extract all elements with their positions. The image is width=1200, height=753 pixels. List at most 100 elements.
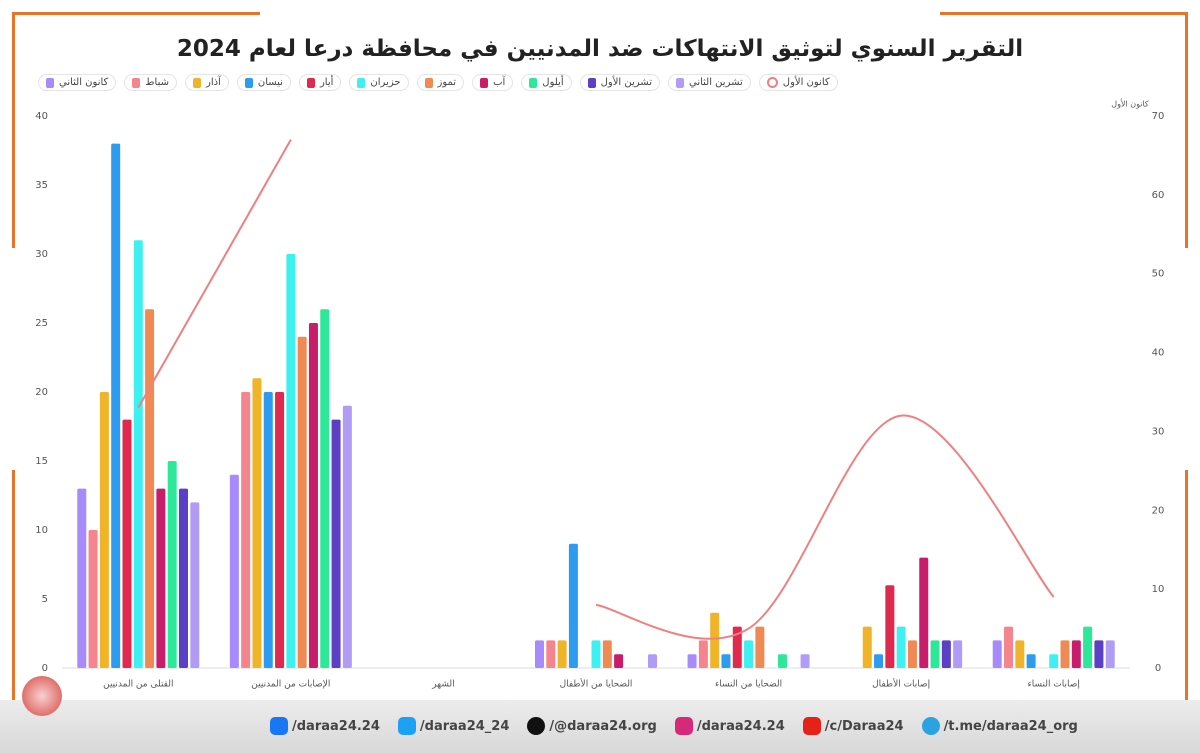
legend-label: تشرين الثاني [688, 77, 743, 88]
legend-item[interactable]: كانون الأول [758, 74, 838, 91]
bar [178, 488, 188, 668]
legend-label: آذار [206, 77, 221, 88]
legend-label: أيلول [542, 77, 564, 88]
legend-item[interactable]: تشرين الأول [579, 74, 660, 91]
legend-item[interactable]: تموز [416, 74, 465, 91]
bar [331, 419, 341, 668]
bar [698, 640, 708, 668]
y2-tick-label: 0 [1155, 663, 1161, 674]
bar [99, 392, 109, 668]
y2-tick-label: 50 [1152, 269, 1165, 280]
legend: كانون الثاني شباط آذار نيسان أيار حزيران تموز آ… [38, 74, 838, 91]
bar [687, 654, 697, 668]
bar [732, 626, 742, 668]
bar [1105, 640, 1115, 668]
y-tick-label: 40 [35, 111, 48, 122]
legend-label: حزيران [370, 77, 401, 88]
bar [111, 143, 121, 669]
link[interactable]: /daraa24_24 [397, 717, 510, 735]
bar [77, 488, 87, 668]
bar [297, 336, 307, 668]
legend-swatch [46, 77, 54, 88]
legend-item[interactable]: نيسان [236, 74, 291, 91]
bar [546, 640, 556, 668]
x-tick-label: الشهر [431, 680, 454, 690]
legend-swatch [766, 77, 778, 88]
legend-label: تشرين الأول [600, 77, 652, 88]
bar [308, 323, 318, 668]
bar [252, 378, 262, 668]
y-tick-label: 25 [35, 318, 48, 329]
legend-item[interactable]: كانون الثاني [38, 74, 117, 91]
bar [919, 557, 929, 668]
bar [710, 612, 720, 668]
bar [1083, 626, 1093, 668]
link[interactable]: /c/Daraa24 [802, 717, 904, 735]
x-tick-label: القتلى من المدنيين [103, 680, 173, 690]
link[interactable]: /@daraa24.org [527, 717, 657, 735]
link[interactable]: /t.me/daraa24_org [921, 717, 1078, 735]
bar [133, 240, 143, 668]
bar [885, 585, 895, 668]
link[interactable]: /daraa24.24 [674, 717, 785, 735]
legend-item[interactable]: آذار [185, 74, 229, 91]
bar [145, 309, 155, 668]
bar [907, 640, 917, 668]
bar [777, 654, 787, 668]
bar [286, 254, 296, 668]
chart: كانون الأول 0 5 10 15 20 25 30 35 40 0 10 20 30 40 50 6… [35, 99, 1165, 690]
bar [320, 309, 330, 668]
bar [1015, 640, 1025, 668]
bar [591, 640, 601, 668]
bar [992, 640, 1002, 668]
legend-label: أيار [319, 77, 334, 88]
bar [156, 488, 166, 668]
y-tick-label: 20 [35, 387, 48, 398]
bar [602, 640, 612, 668]
bar [88, 530, 98, 668]
legend-item[interactable]: آب [472, 74, 514, 91]
bar [941, 640, 951, 668]
y2-tick-label: 30 [1152, 426, 1165, 437]
legend-swatch [193, 77, 201, 88]
link-text: /daraa24_24 [419, 718, 510, 734]
legend-item[interactable]: أيار [298, 74, 342, 91]
bar [241, 392, 251, 668]
legend-item[interactable]: حزيران [349, 74, 409, 91]
bar [275, 392, 285, 668]
legend-label: شباط [145, 77, 169, 88]
bar [874, 654, 884, 668]
bar [122, 419, 132, 668]
legend-label: كانون الأول [782, 77, 830, 88]
bar [557, 640, 567, 668]
logo [22, 676, 62, 716]
link-text: /daraa24.24 [292, 718, 380, 734]
bar [1004, 626, 1014, 668]
legend-item[interactable]: تشرين الثاني [667, 74, 751, 91]
link-text: /t.me/daraa24_org [943, 718, 1078, 734]
x-tick-label: إصابات الأطفال [872, 678, 930, 690]
y2-tick-label: 60 [1152, 190, 1165, 201]
bar [190, 502, 200, 668]
bar [568, 543, 578, 668]
legend-label: تموز [437, 77, 457, 88]
bar [167, 461, 177, 668]
link[interactable]: /daraa24.24 [270, 717, 380, 735]
y2-tick-label: 40 [1152, 348, 1165, 359]
legend-item[interactable]: أيلول [521, 74, 572, 91]
y-tick-label: 35 [35, 180, 48, 191]
bar [342, 405, 352, 668]
legend-label: آب [493, 77, 506, 88]
bar [614, 654, 624, 668]
bar [862, 626, 872, 668]
legend-swatch [244, 77, 253, 88]
bar [721, 654, 731, 668]
y2-tick-label: 20 [1152, 505, 1165, 516]
social-links: /daraa24.24 /daraa24_24 /@daraa24.org /d… [270, 717, 1078, 735]
link-text: /c/Daraa24 [824, 718, 904, 734]
bar [1026, 654, 1036, 668]
bar [229, 474, 239, 668]
legend-item[interactable]: شباط [124, 74, 177, 91]
decor [1185, 12, 1188, 248]
